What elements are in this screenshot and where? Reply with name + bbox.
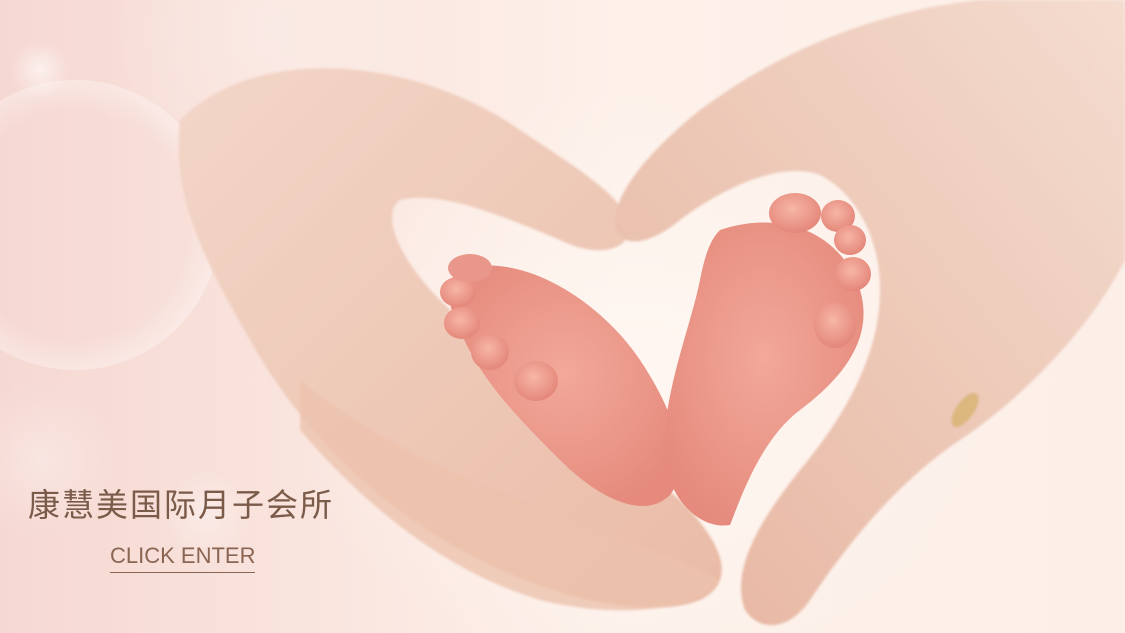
baby-foot-right [664, 193, 871, 526]
click-enter-link[interactable]: CLICK ENTER [110, 543, 256, 573]
brand-title: 康慧美国际月子会所 [28, 486, 335, 524]
right-hand [614, 0, 1125, 626]
left-hand [178, 68, 722, 611]
baby-foot-left [440, 254, 680, 507]
